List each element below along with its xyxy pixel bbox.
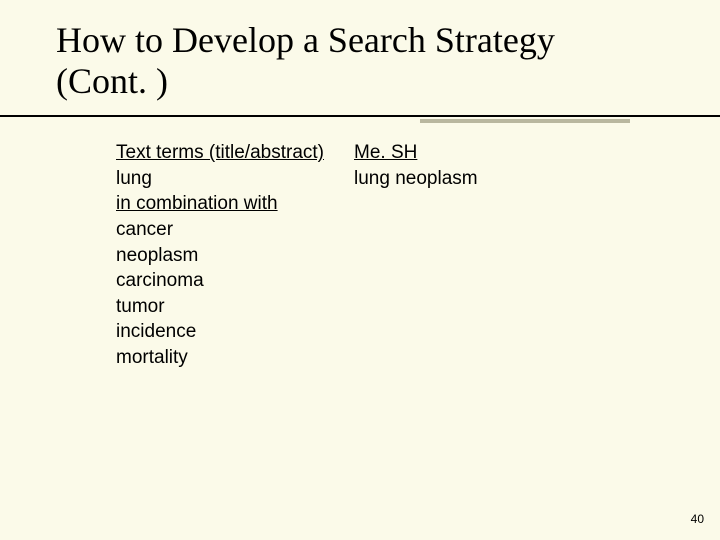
rule-shadow xyxy=(420,119,630,123)
slide: How to Develop a Search Strategy (Cont. … xyxy=(0,0,720,540)
body-row-6: incidence xyxy=(116,319,574,345)
right-item-0: lung neoplasm xyxy=(354,166,574,192)
left-item-3: neoplasm xyxy=(116,243,354,269)
content-area: Text terms (title/abstract) Me. SH lung … xyxy=(116,140,574,371)
body-row-4: carcinoma xyxy=(116,268,574,294)
right-item-empty-1 xyxy=(354,191,574,217)
left-column-header: Text terms (title/abstract) xyxy=(116,140,354,166)
left-item-1: in combination with xyxy=(116,191,354,217)
right-column-header: Me. SH xyxy=(354,140,574,166)
left-item-0: lung xyxy=(116,166,354,192)
title-rule xyxy=(0,115,720,117)
title-line-2: (Cont. ) xyxy=(56,61,168,101)
body-row-5: tumor xyxy=(116,294,574,320)
body-row-2: cancer xyxy=(116,217,574,243)
body-row-0: lung lung neoplasm xyxy=(116,166,574,192)
slide-title: How to Develop a Search Strategy (Cont. … xyxy=(56,20,555,103)
body-row-7: mortality xyxy=(116,345,574,371)
left-item-6: incidence xyxy=(116,319,354,345)
left-item-2: cancer xyxy=(116,217,354,243)
left-item-5: tumor xyxy=(116,294,354,320)
body-row-3: neoplasm xyxy=(116,243,574,269)
rule-line xyxy=(0,115,720,117)
header-row: Text terms (title/abstract) Me. SH xyxy=(116,140,574,166)
left-item-4: carcinoma xyxy=(116,268,354,294)
body-row-1: in combination with xyxy=(116,191,574,217)
title-line-1: How to Develop a Search Strategy xyxy=(56,20,555,60)
left-item-7: mortality xyxy=(116,345,354,371)
page-number: 40 xyxy=(691,512,704,526)
